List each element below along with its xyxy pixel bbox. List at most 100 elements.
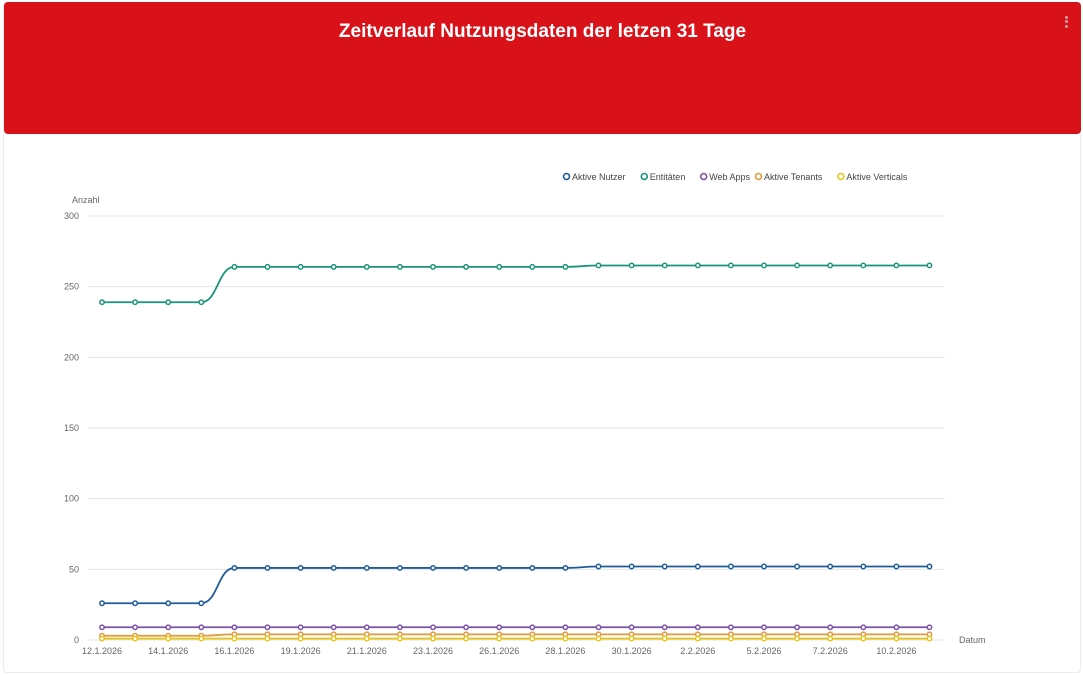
data-point-aktive-verticals [628,635,635,642]
legend-label: Aktive Nutzer [572,172,626,182]
data-point-web-apps [297,624,304,631]
x-tick-label: 5.2.2026 [746,646,781,656]
x-tick-label: 23.1.2026 [413,646,453,656]
y-tick-label: 250 [64,282,79,292]
legend-item[interactable]: Aktive Tenants [754,172,823,182]
data-point-entit-ten [694,262,701,269]
data-point-aktive-verticals [463,635,470,642]
data-point-entit-ten [661,262,668,269]
series-line-aktive-tenants [101,633,930,637]
y-axis-label: Anzahl [72,195,100,205]
legend-marker-icon [562,172,571,181]
data-point-aktive-nutzer [132,600,139,607]
data-point-entit-ten [264,263,271,270]
data-point-web-apps [496,624,503,631]
data-point-aktive-verticals [496,635,503,642]
data-point-web-apps [463,624,470,631]
data-point-aktive-verticals [694,635,701,642]
data-point-aktive-nutzer [430,564,436,571]
series-line-entit-ten [102,264,930,304]
data-point-aktive-verticals [330,635,337,642]
data-point-entit-ten [363,263,370,270]
data-point-aktive-verticals [893,635,900,642]
legend-item[interactable]: Web Apps [699,172,751,182]
chart-header: Zeitverlauf Nutzungsdaten der letzen 31 … [4,2,1081,134]
data-point-web-apps [893,624,900,631]
legend: Aktive Nutzer Entitäten Web Apps Aktive Ten… [562,172,908,182]
data-point-web-apps [827,624,834,631]
x-axis-label: Datum [959,635,986,645]
data-point-web-apps [396,624,403,631]
legend-label: Web Apps [709,172,750,182]
grid-lines [88,215,945,641]
data-point-web-apps [198,624,205,631]
data-point-aktive-nutzer [99,600,105,607]
x-axis-ticks: 12.1.2026 14.1.2026 16.1.2026 19.1.2026 21.1… [82,646,916,656]
data-point-aktive-nutzer [264,564,271,571]
legend-item[interactable]: Aktive Verticals [837,172,908,182]
data-point-aktive-nutzer [231,564,238,571]
data-point-aktive-verticals [297,635,304,642]
series-points [99,262,933,642]
data-point-web-apps [860,624,867,631]
data-point-web-apps [132,624,139,631]
data-point-entit-ten [827,262,834,269]
x-tick-label: 10.2.2026 [876,646,916,656]
data-point-aktive-nutzer [363,564,370,571]
data-point-entit-ten [132,299,139,306]
data-point-entit-ten [231,263,238,270]
y-tick-label: 200 [64,352,79,362]
data-point-web-apps [231,624,238,631]
data-point-entit-ten [463,263,470,270]
data-point-web-apps [99,624,105,631]
data-point-aktive-verticals [430,635,436,642]
data-point-aktive-verticals [264,635,271,642]
data-point-entit-ten [330,263,337,270]
data-point-aktive-verticals [165,635,172,642]
data-point-entit-ten [99,299,105,306]
legend-label: Entitäten [650,172,686,182]
data-point-web-apps [794,624,801,631]
data-point-aktive-nutzer [330,564,337,571]
y-tick-label: 100 [64,494,79,504]
data-point-aktive-verticals [661,635,668,642]
series-lines [101,264,930,640]
data-point-aktive-nutzer [827,563,834,570]
data-point-entit-ten [430,263,436,270]
data-point-aktive-verticals [363,635,370,642]
data-point-entit-ten [628,262,635,269]
legend-marker-icon [754,172,763,181]
data-point-web-apps [562,624,569,631]
data-point-aktive-verticals [595,635,602,642]
x-tick-label: 12.1.2026 [82,646,122,656]
x-tick-label: 26.1.2026 [479,646,519,656]
data-point-web-apps [661,624,668,631]
data-point-aktive-nutzer [761,563,767,570]
data-point-aktive-verticals [396,635,403,642]
legend-label: Aktive Verticals [846,172,908,182]
data-point-aktive-nutzer [628,563,635,570]
data-point-aktive-nutzer [694,563,701,570]
data-point-aktive-nutzer [396,564,403,571]
legend-item[interactable]: Entitäten [640,172,686,182]
more-vertical-icon[interactable] [1061,14,1071,34]
data-point-aktive-nutzer [794,563,801,570]
data-point-aktive-nutzer [727,563,734,570]
y-tick-label: 50 [69,564,79,574]
legend-item[interactable]: Aktive Nutzer [562,172,626,182]
data-point-aktive-nutzer [893,563,900,570]
legend-marker-icon [699,172,708,181]
data-point-entit-ten [893,262,900,269]
data-point-web-apps [165,624,172,631]
data-point-aktive-verticals [926,635,933,642]
data-point-aktive-verticals [727,635,734,642]
data-point-aktive-verticals [860,635,867,642]
data-point-web-apps [926,624,933,631]
data-point-web-apps [529,624,536,631]
data-point-entit-ten [562,263,569,270]
x-tick-label: 21.1.2026 [347,646,387,656]
data-point-web-apps [694,624,701,631]
series-line-aktive-nutzer [102,565,930,605]
data-point-web-apps [363,624,370,631]
